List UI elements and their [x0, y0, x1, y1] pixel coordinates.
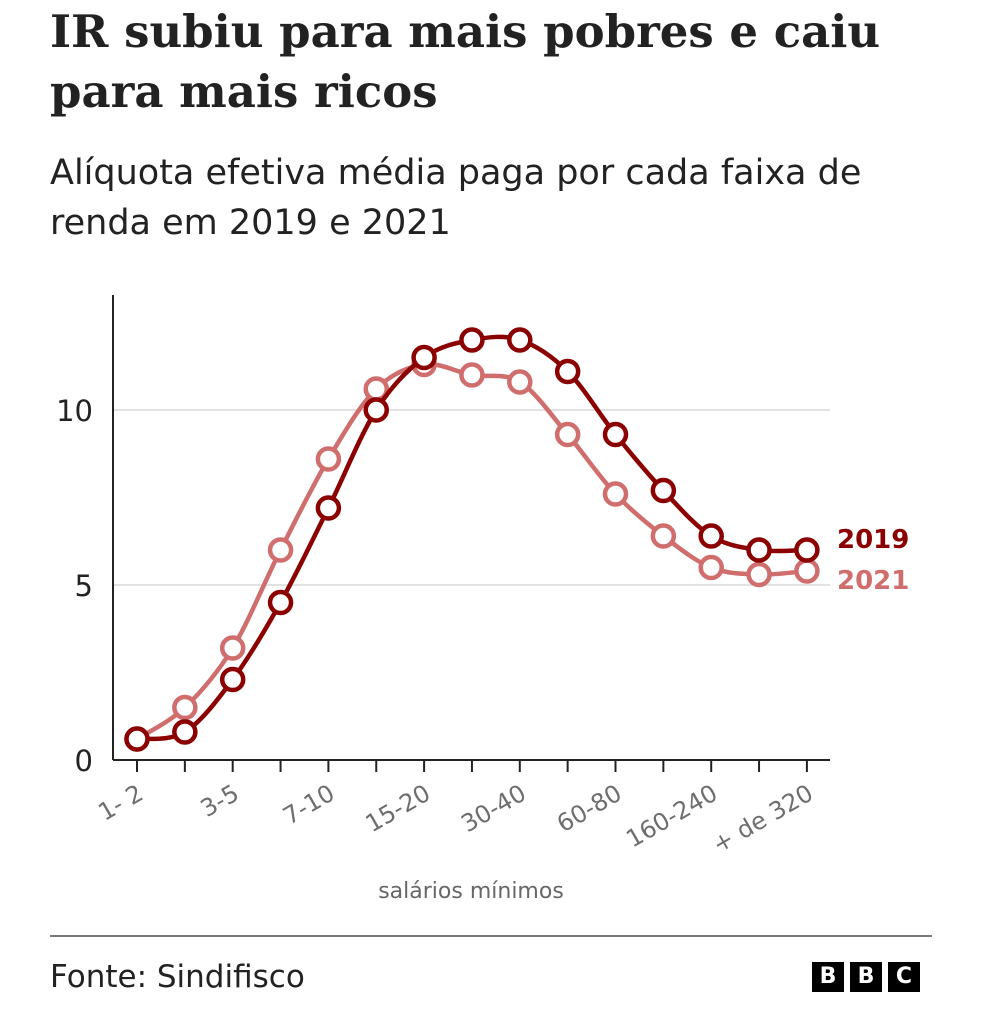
data-point-2021 — [746, 561, 772, 588]
data-point-2019 — [172, 719, 198, 745]
data-point-2021 — [650, 523, 677, 549]
data-point-2019 — [267, 589, 294, 616]
series-line-2019 — [134, 334, 810, 742]
bbc-logo-letter: C — [888, 962, 920, 992]
data-point-2019 — [219, 666, 246, 693]
source-text: Fonte: Sindifisco — [50, 959, 305, 995]
data-point-2019 — [746, 537, 772, 563]
data-point-2019 — [363, 397, 389, 423]
y-tick-label: 10 — [56, 394, 93, 428]
data-point-2021 — [794, 558, 820, 584]
legend-label-2019: 2019 — [837, 525, 909, 555]
y-tick-label: 0 — [75, 744, 93, 778]
data-point-2019 — [411, 344, 437, 371]
data-point-2019 — [650, 477, 677, 504]
bbc-logo-letter: B — [812, 962, 844, 992]
data-point-2019 — [124, 726, 150, 752]
data-point-2019 — [459, 327, 485, 353]
axes — [112, 295, 830, 772]
data-point-2021 — [602, 481, 629, 507]
chart-subtitle: Alíquota efetiva média paga por cada fai… — [50, 153, 862, 243]
x-tick-label: 7-10 — [278, 779, 339, 830]
x-tick-label: 3-5 — [196, 779, 244, 823]
x-tick-label: 160-240 — [621, 779, 722, 853]
x-tick-label: 60-80 — [552, 779, 626, 838]
x-axis-label: salários mínimos — [378, 879, 564, 904]
x-tick-label: 30-40 — [456, 779, 530, 838]
x-tick-label: + de 320 — [708, 779, 818, 859]
footer-divider — [50, 935, 932, 937]
data-point-2019 — [315, 495, 342, 521]
chart-title: IR subiu para mais pobres e caiu para ma… — [50, 5, 881, 118]
gridlines — [113, 409, 830, 586]
data-point-2021 — [267, 537, 294, 563]
series-line-2021 — [134, 361, 810, 742]
data-point-2019 — [507, 327, 533, 353]
data-point-2021 — [459, 362, 485, 388]
bbc-logo: B B C — [812, 962, 920, 992]
data-point-2019 — [794, 537, 820, 563]
data-point-2021 — [219, 635, 246, 661]
data-point-2021 — [554, 421, 581, 448]
legend-label-2021: 2021 — [837, 566, 909, 596]
data-point-2021 — [507, 369, 533, 395]
data-point-2019 — [554, 358, 581, 385]
x-tick-label: 15-20 — [361, 779, 435, 838]
data-point-2019 — [602, 421, 629, 448]
data-point-2019 — [698, 523, 724, 549]
bbc-logo-letter: B — [850, 962, 882, 992]
series — [124, 327, 820, 752]
data-point-2021 — [315, 446, 342, 472]
data-point-2021 — [172, 694, 198, 721]
data-point-2021 — [698, 554, 724, 581]
x-tick-label: 1- 2 — [93, 779, 148, 827]
y-tick-label: 5 — [75, 569, 93, 603]
